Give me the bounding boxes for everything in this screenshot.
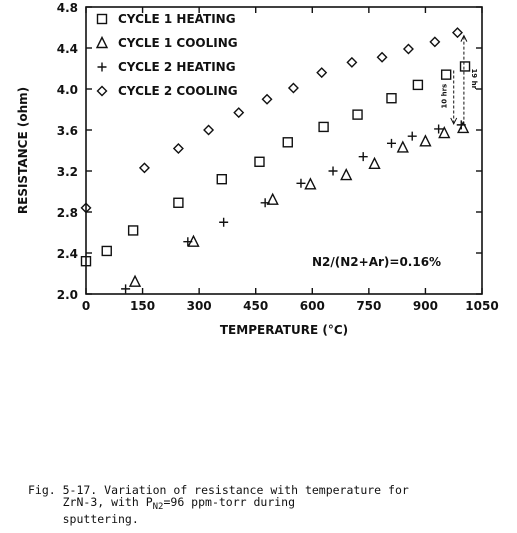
y-tick-label: 3.6 — [57, 124, 78, 138]
data-point — [127, 225, 139, 236]
data-point — [304, 177, 317, 190]
x-axis-title: TEMPERATURE (°C) — [220, 323, 348, 337]
data-point — [216, 173, 227, 185]
y-tick-label: 4.0 — [57, 83, 78, 97]
resistance-chart: TEMPERATURE (°C) RESISTANCE (ohm) 0 150 300… — [16, 1, 499, 337]
data-point — [266, 192, 279, 205]
data-point — [368, 156, 381, 170]
data-point — [340, 168, 353, 181]
legend-marker — [95, 35, 109, 49]
legend-marker — [96, 85, 108, 97]
data-point — [316, 67, 328, 79]
data-point — [346, 56, 358, 68]
ratio-annotation: N2/(N2+Ar)=0.16% — [312, 255, 441, 269]
data-point — [172, 142, 184, 154]
data-point — [219, 217, 229, 227]
x-tick-label: 900 — [413, 299, 438, 313]
y-tick-label: 2.8 — [57, 206, 78, 220]
data-point — [260, 198, 270, 208]
caption-line-1: Fig. 5-17. Variation of resistance with … — [28, 483, 409, 497]
data-point — [396, 140, 409, 153]
arrow-long-label: 19 hr — [470, 68, 478, 89]
figure-caption: Fig. 5-17. Variation of resistance with … — [28, 484, 508, 525]
y-tick-label: 2.0 — [57, 288, 78, 302]
data-point — [233, 107, 245, 119]
arrow-long-head — [460, 34, 468, 42]
data-point — [261, 93, 273, 105]
data-point — [254, 156, 265, 167]
axis-ticks: 0 150 300 450 600 750 900 1050 2.0 2.4 2.8 3.2 3.6 4.… — [57, 1, 499, 313]
legend-label: CYCLE 1 COOLING — [118, 36, 238, 50]
x-tick-label: 750 — [356, 299, 381, 313]
data-point — [203, 124, 215, 136]
data-point — [438, 126, 451, 139]
x-tick-label: 150 — [130, 299, 155, 313]
data-point — [456, 120, 466, 130]
data-point — [80, 202, 92, 214]
y-axis-title: RESISTANCE (ohm) — [16, 87, 30, 214]
data-point — [419, 134, 432, 147]
data-point — [412, 79, 424, 91]
data-point — [358, 152, 368, 162]
data-point — [128, 274, 142, 287]
legend-label: CYCLE 1 HEATING — [118, 12, 236, 26]
data-point — [451, 27, 463, 39]
data-point — [440, 69, 452, 80]
plot-axes: TEMPERATURE (°C) RESISTANCE (ohm) — [16, 6, 483, 337]
y-tick-label: 3.2 — [57, 165, 78, 179]
data-point — [138, 162, 150, 174]
data-point — [429, 36, 441, 48]
data-point — [101, 245, 112, 257]
data-point — [80, 256, 92, 267]
data-point — [407, 131, 417, 141]
data-point — [121, 284, 131, 294]
x-tick-label: 600 — [300, 299, 325, 313]
series-3 — [121, 120, 466, 294]
data-point — [386, 138, 396, 148]
data-point — [282, 137, 293, 148]
legend-label: CYCLE 2 COOLING — [118, 84, 238, 98]
data-point — [296, 178, 306, 188]
data-point — [434, 124, 444, 134]
data-point — [183, 237, 193, 247]
y-tick-label: 2.4 — [57, 247, 78, 261]
x-tick-label: 300 — [187, 299, 212, 313]
data-point — [352, 109, 363, 120]
data-point — [402, 43, 414, 55]
arrow-short-label: 10 hrs — [441, 84, 449, 109]
data-point — [459, 61, 471, 72]
data-point — [457, 120, 470, 134]
x-tick-label: 0 — [82, 299, 90, 313]
data-point — [318, 121, 329, 133]
y-tick-label: 4.4 — [57, 42, 78, 56]
arrow-short-head — [450, 117, 458, 126]
annotations: N2/(N2+Ar)=0.16% 19 hr 10 hrs — [312, 34, 478, 269]
caption-line-3: sputtering. — [62, 512, 139, 526]
data-point — [376, 51, 388, 63]
series-1 — [80, 61, 471, 267]
data-point — [287, 82, 299, 94]
data-point — [328, 166, 338, 176]
y-tick-label: 4.8 — [57, 1, 78, 15]
series-4 — [80, 27, 463, 214]
caption-line-2-suffix: =96 ppm-torr during — [163, 495, 296, 509]
legend-label: CYCLE 2 HEATING — [118, 60, 236, 74]
plot-frame — [85, 6, 483, 295]
data-point — [386, 93, 397, 104]
legend: CYCLE 1 HEATING CYCLE 1 COOLING CYCLE 2 HE… — [95, 12, 238, 98]
x-tick-label: 450 — [243, 299, 268, 313]
x-tick-label: 1050 — [465, 299, 498, 313]
caption-line-2-subscript: N2 — [152, 502, 164, 512]
data-marks — [80, 27, 471, 294]
legend-marker — [96, 13, 108, 25]
caption-line-2-prefix: ZrN-3, with P — [62, 495, 153, 509]
legend-marker — [97, 62, 107, 72]
data-point — [173, 197, 184, 208]
